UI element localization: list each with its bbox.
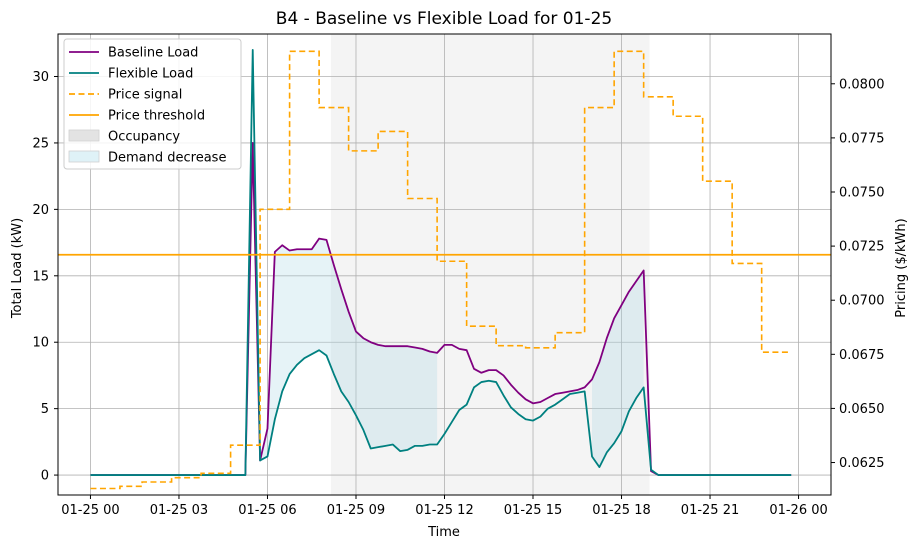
y-right-tick-label-1: 0.0650 [839, 402, 885, 417]
price-signal-line [90, 50, 792, 490]
legend-label-baseline-load: Baseline Load [108, 46, 198, 61]
y-right-tick-label-3: 0.0700 [839, 294, 885, 309]
legend-swatch-demand-decrease [68, 150, 100, 163]
occupancy-band [330, 34, 650, 495]
y-left-tick-label-3: 15 [32, 269, 49, 284]
y-left-tick-label-1: 5 [41, 402, 49, 417]
legend-label-occupancy: Occupancy [108, 130, 180, 145]
y-left-tick-label-0: 0 [41, 469, 49, 484]
demand-decrease-region-1 [592, 270, 644, 468]
y-right-tick-label-5: 0.0750 [839, 185, 885, 200]
flexible-load-line [90, 49, 792, 476]
legend-label-demand-decrease: Demand decrease [108, 151, 226, 166]
x-tick-label-6: 01-25 18 [592, 503, 650, 518]
x-tick-label-4: 01-25 12 [415, 503, 473, 518]
x-tick-label-2: 01-25 06 [238, 503, 296, 518]
plot-area: 01-25 00 01-25 03 01-25 06 01-25 09 01-25 12… [32, 33, 885, 518]
y-right-tick-label-2: 0.0675 [839, 348, 885, 363]
x-tick-label-8: 01-26 00 [769, 503, 827, 518]
x-tick-label-5: 01-25 15 [504, 503, 562, 518]
y-left-tick-label-5: 25 [32, 136, 49, 151]
x-tick-label-7: 01-25 21 [681, 503, 739, 518]
legend-label-flexible-load: Flexible Load [108, 67, 193, 82]
legend-label-price-signal: Price signal [108, 88, 182, 103]
legend-box [63, 38, 242, 170]
y-left-tick-label-6: 30 [32, 70, 49, 85]
legend-label-price-threshold: Price threshold [108, 109, 205, 124]
y-axis-label-left: Total Load (kW) [10, 218, 25, 319]
x-tick-label-3: 01-25 09 [327, 503, 385, 518]
demand-decrease-region-0 [260, 238, 438, 461]
legend: Baseline Load Flexible Load Price signal Pr… [63, 38, 242, 170]
y-right-tick-label-7: 0.0800 [839, 77, 885, 92]
x-tick-label-0: 01-25 00 [61, 503, 119, 518]
x-axis-label: Time [427, 525, 460, 540]
y-right-tick-label-6: 0.0775 [839, 131, 885, 146]
x-tick-label-1: 01-25 03 [150, 503, 208, 518]
y-left-tick-label-4: 20 [32, 203, 49, 218]
chart-title: B4 - Baseline vs Flexible Load for 01-25 [276, 9, 612, 29]
y-right-tick-label-4: 0.0725 [839, 240, 885, 255]
legend-swatch-occupancy [68, 129, 100, 142]
y-left-tick-label-2: 10 [32, 336, 49, 351]
y-axis-label-right: Pricing ($/kWh) [894, 218, 909, 317]
y-right-tick-label-0: 0.0625 [839, 456, 885, 471]
